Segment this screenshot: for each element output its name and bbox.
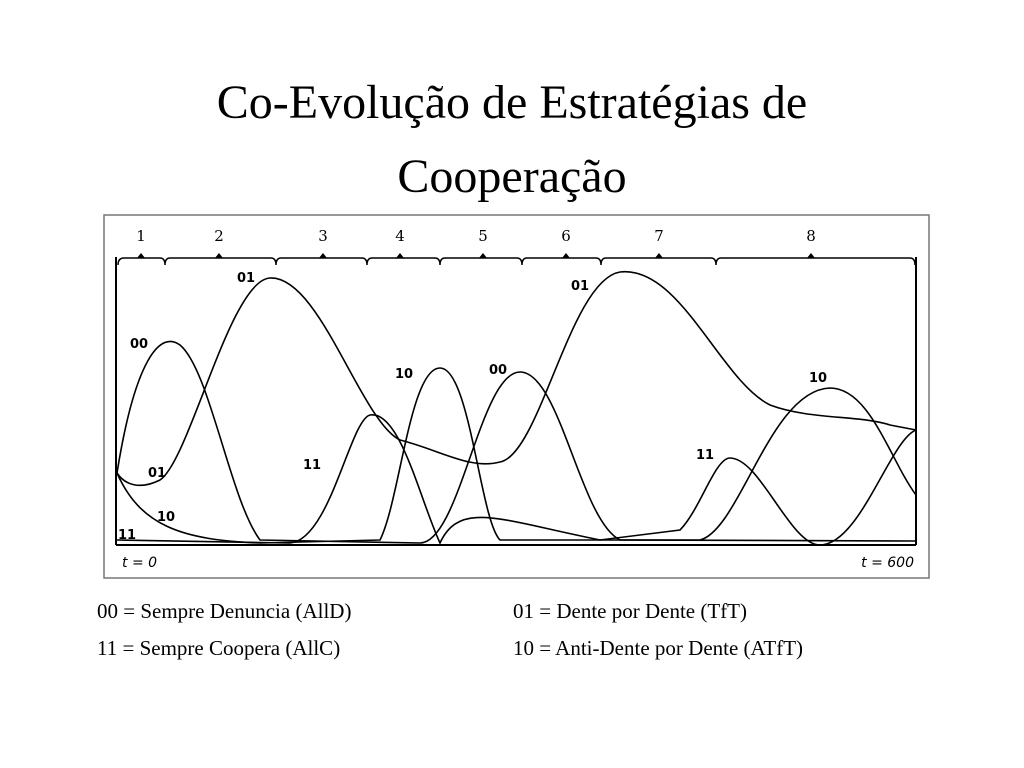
- legend-item: 01 = Dente por Dente (TfT): [513, 599, 747, 623]
- figure: 1 2 3 4 5 6 7 8 01 00 01 10 11 10 11 00 01 11 10 t = 0 t …: [103, 214, 930, 579]
- phase-marker: [655, 253, 663, 258]
- curve: [116, 340, 917, 544]
- phase-brackets: [117, 257, 916, 266]
- title-line: Cooperação: [397, 150, 626, 203]
- curve-label: 01: [237, 271, 255, 286]
- curve-label: 11: [118, 528, 136, 543]
- phase-label: 4: [395, 227, 405, 245]
- curve-label: 11: [696, 448, 714, 463]
- phase-label: 5: [478, 227, 488, 245]
- curve-label: 01: [571, 279, 589, 294]
- curve-label: 01: [148, 466, 166, 481]
- phase-label: 1: [136, 227, 146, 245]
- phase-label: 7: [654, 227, 664, 245]
- phase-marker: [562, 253, 570, 258]
- legend-item: 10 = Anti-Dente por Dente (ATfT): [513, 636, 803, 660]
- phase-marker: [807, 253, 815, 258]
- title-line: Co-Evolução de Estratégias de: [217, 76, 807, 129]
- phase-marker: [319, 253, 327, 258]
- curve-label: 10: [157, 510, 175, 525]
- curve-label: 00: [489, 363, 507, 378]
- phase-label: 3: [318, 227, 328, 245]
- curve-label: 10: [395, 367, 413, 382]
- legend-item: 00 = Sempre Denuncia (AllD): [97, 599, 351, 623]
- phase-marker: [479, 253, 487, 258]
- phase-label: 6: [561, 227, 571, 245]
- phase-label: 2: [214, 227, 224, 245]
- phase-marker: [137, 253, 145, 258]
- curve-label: 11: [303, 458, 321, 473]
- time-end: t = 600: [861, 555, 914, 571]
- plot-box: [115, 257, 917, 546]
- phase-marker: [215, 253, 223, 258]
- curve-label: 00: [130, 337, 148, 352]
- curve: [116, 271, 917, 487]
- curve-label: 10: [809, 371, 827, 386]
- phase-label: 8: [806, 227, 816, 245]
- legend-item: 11 = Sempre Coopera (AllC): [97, 636, 340, 660]
- time-start: t = 0: [122, 555, 157, 571]
- figure-frame: [103, 214, 930, 579]
- curve: [116, 414, 917, 546]
- phase-marker: [396, 253, 404, 258]
